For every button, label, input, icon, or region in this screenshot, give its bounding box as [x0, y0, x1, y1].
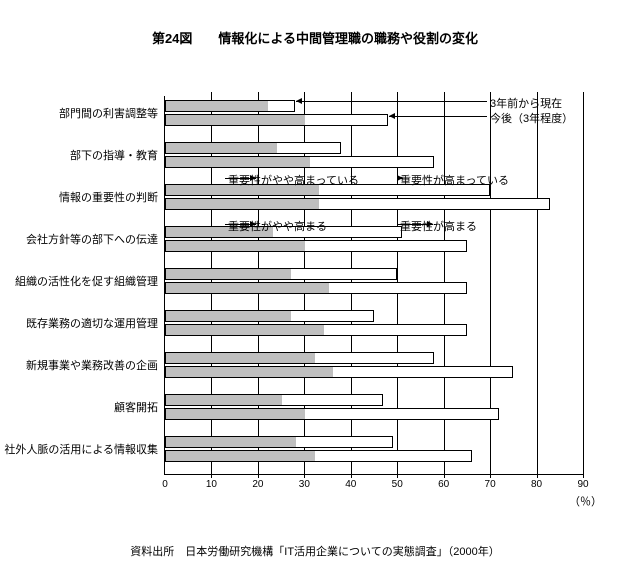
bar — [165, 198, 550, 210]
x-tick-label: 60 — [438, 479, 449, 490]
category-label: 新規事業や業務改善の企画 — [26, 357, 158, 373]
category-label: 組織の活性化を促す組織管理 — [15, 273, 158, 289]
bar — [165, 366, 513, 378]
bar-segment-1 — [166, 325, 324, 335]
bar-segment-2 — [277, 143, 340, 153]
annotation-arrowhead — [250, 221, 256, 227]
bar-segment-1 — [166, 367, 333, 377]
annotation-seg1-past: 重要性がやや高まっている — [228, 172, 359, 188]
figure-container: 第24図 情報化による中間管理職の職務や役割の変化 01020304050607… — [0, 0, 630, 579]
bar — [165, 142, 341, 154]
bar — [165, 310, 374, 322]
x-tick-label: 30 — [299, 479, 310, 490]
bar — [165, 436, 393, 448]
bar — [165, 268, 397, 280]
bar-segment-1 — [166, 241, 305, 251]
category-label: 社外人脈の活用による情報収集 — [4, 441, 158, 457]
bar — [165, 156, 434, 168]
bar-segment-2 — [324, 325, 466, 335]
bar-segment-1 — [166, 437, 296, 447]
bar — [165, 240, 467, 252]
bar-segment-2 — [282, 395, 382, 405]
bar — [165, 114, 388, 126]
x-axis-unit: （％） — [569, 493, 602, 509]
category-label: 既存業務の適切な運用管理 — [26, 315, 158, 331]
x-tick-label: 50 — [392, 479, 403, 490]
bar-segment-1 — [166, 311, 291, 321]
annotation-arrowhead — [250, 175, 256, 181]
x-tick-label: 10 — [206, 479, 217, 490]
bar-segment-1 — [166, 199, 319, 209]
annotation-seg1-future: 重要性がやや高まる — [228, 218, 327, 234]
chart-plot-area: 0102030405060708090（％） — [164, 96, 583, 475]
bar-segment-1 — [166, 353, 315, 363]
bar-segment-1 — [166, 269, 291, 279]
annotation-arrowhead — [397, 175, 403, 181]
legend-past: 3年前から現在 — [490, 95, 562, 111]
bar — [165, 450, 472, 462]
bar — [165, 100, 295, 112]
bar-segment-2 — [291, 269, 396, 279]
x-tick-label: 90 — [577, 479, 588, 490]
x-tick-label: 0 — [162, 479, 168, 490]
annotation-seg2-past: 重要性が高まっている — [400, 172, 509, 188]
gridline — [490, 92, 491, 478]
bar-segment-1 — [166, 451, 315, 461]
bar-segment-2 — [305, 409, 498, 419]
annotation-arrow — [389, 116, 487, 117]
category-label: 会社方針等の部下への伝達 — [26, 231, 158, 247]
annotation-seg2-future: 重要性が高まる — [400, 218, 477, 234]
bar-segment-1 — [166, 115, 305, 125]
bar-segment-1 — [166, 157, 310, 167]
bar-segment-2 — [319, 199, 549, 209]
bar-segment-2 — [333, 367, 512, 377]
bar-segment-2 — [305, 241, 466, 251]
gridline — [583, 92, 584, 478]
legend-future: 今後（3年程度） — [490, 110, 573, 126]
bar — [165, 282, 467, 294]
bar-segment-2 — [329, 283, 466, 293]
bar-segment-1 — [166, 283, 329, 293]
bar-segment-2 — [310, 157, 433, 167]
bar-segment-2 — [296, 437, 392, 447]
bar-segment-1 — [166, 101, 268, 111]
gridline — [537, 92, 538, 478]
bar — [165, 352, 434, 364]
figure-title: 第24図 情報化による中間管理職の職務や役割の変化 — [0, 28, 630, 47]
bar-segment-1 — [166, 395, 282, 405]
x-tick-label: 40 — [345, 479, 356, 490]
bar — [165, 408, 499, 420]
annotation-arrow — [296, 101, 487, 102]
category-label: 部下の指導・教育 — [70, 147, 158, 163]
x-tick-label: 80 — [531, 479, 542, 490]
annotation-arrowhead — [296, 98, 302, 104]
x-tick-label: 20 — [252, 479, 263, 490]
bar-segment-1 — [166, 143, 277, 153]
annotation-arrowhead — [389, 113, 395, 119]
annotation-arrowhead — [427, 221, 433, 227]
bar-segment-1 — [166, 409, 305, 419]
bar-segment-2 — [315, 451, 471, 461]
bar-segment-2 — [291, 311, 373, 321]
figure-source: 資料出所 日本労働研究機構「IT活用企業についての実態調査」（2000年） — [0, 543, 630, 559]
x-tick-label: 70 — [485, 479, 496, 490]
category-label: 顧客開拓 — [114, 399, 158, 415]
bar-segment-2 — [315, 353, 434, 363]
category-label: 部門間の利害調整等 — [59, 105, 158, 121]
category-label: 情報の重要性の判断 — [59, 189, 158, 205]
bar-segment-2 — [268, 101, 294, 111]
bar — [165, 394, 383, 406]
bar-segment-2 — [305, 115, 387, 125]
bar — [165, 324, 467, 336]
